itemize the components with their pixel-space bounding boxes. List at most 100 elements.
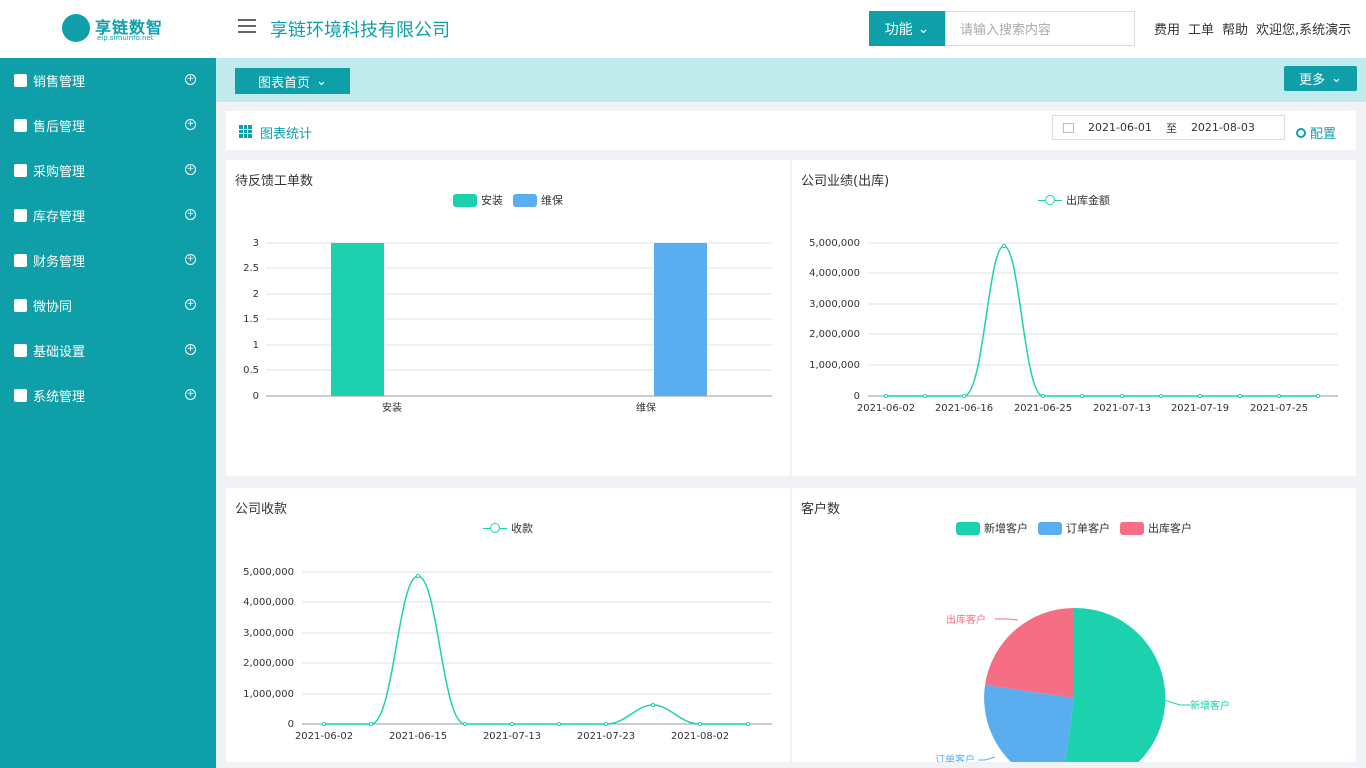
chevron-down-icon: ⌄ [917,20,930,37]
x-tick: 2021-06-02 [857,403,915,414]
grid-icon [14,389,27,402]
config-button[interactable]: 配置 [1296,123,1336,142]
expand-icon[interactable]: + [185,119,196,130]
more-label: 更多 [1299,73,1326,88]
chart-home-tab[interactable]: 图表首页 ⌄ [235,68,350,94]
logo-house-icon [62,14,90,42]
x-tick: 维保 [636,401,656,414]
slice-label: 订单客户 [935,753,975,762]
logo-subtitle: eip.simuinfo.net [97,34,154,42]
date-from[interactable]: 2021-06-01 [1088,121,1152,134]
data-point[interactable] [745,721,751,727]
legend-item-order-customers[interactable]: 订单客户 [1038,520,1110,536]
sidebar-item-label: 系统管理 [33,390,86,405]
data-point[interactable] [321,721,327,727]
sidebar-item-system[interactable]: 系统管理 + [0,373,216,418]
data-point[interactable] [556,721,562,727]
workorders-card: 待反馈工单数 安装 维保 3 2.5 2 1.5 1 0.5 0 安装 维保 [226,160,790,476]
x-tick: 2021-07-13 [483,731,541,742]
legend-item-outbound-customers[interactable]: 出库客户 [1120,520,1192,536]
expand-icon[interactable]: + [185,74,196,85]
data-point[interactable] [1001,243,1007,249]
data-point[interactable] [603,721,609,727]
welcome-user[interactable]: 欢迎您,系统演示 [1256,23,1352,38]
expand-icon[interactable]: + [185,254,196,265]
chevron-down-icon: ⌄ [316,73,327,89]
function-dropdown-button[interactable]: 功能 ⌄ [869,11,945,46]
data-point[interactable] [650,702,656,708]
y-tick: 2.5 [243,263,259,274]
data-point[interactable] [1315,393,1321,399]
date-range-picker[interactable]: 2021-06-01 至 2021-08-03 [1052,115,1285,140]
chart-title: 公司业绩(出库) [801,174,890,189]
customers-pie-chart: 新增客户 订单客户 出库客户 [935,607,1230,762]
legend-label: 收款 [511,522,533,535]
bar-maintenance[interactable] [654,243,707,396]
link-fees[interactable]: 费用 [1154,23,1181,38]
data-point[interactable] [697,721,703,727]
data-point[interactable] [961,393,967,399]
sidebar-item-aftersales[interactable]: 售后管理 + [0,103,216,148]
expand-icon[interactable]: + [185,389,196,400]
sidebar-item-inventory[interactable]: 库存管理 + [0,193,216,238]
sidebar-item-purchase[interactable]: 采购管理 + [0,148,216,193]
legend-swatch [1038,521,1062,535]
data-point[interactable] [1079,393,1085,399]
data-point[interactable] [922,393,928,399]
data-point[interactable] [509,721,515,727]
slice-outbound-customers[interactable] [985,608,1074,698]
legend-item-new-customers[interactable]: 新增客户 [956,520,1028,536]
expand-icon[interactable]: + [185,209,196,220]
link-help[interactable]: 帮助 [1222,23,1249,38]
x-tick: 2021-07-19 [1171,403,1229,414]
sidebar-item-label: 采购管理 [33,165,86,180]
y-tick: 2,000,000 [809,329,860,340]
logo[interactable]: 享链数智 eip.simuinfo.net [0,0,216,58]
y-tick: 0 [253,391,259,402]
data-point[interactable] [1237,393,1243,399]
data-point[interactable] [1197,393,1203,399]
bar-install[interactable] [331,243,384,396]
sidebar-item-collab[interactable]: 微协同 + [0,283,216,328]
date-to[interactable]: 2021-08-03 [1190,121,1255,134]
top-header: 享链数智 eip.simuinfo.net 享链环境科技有限公司 功能 ⌄ 请输… [0,0,1366,58]
warehouse-icon [14,209,27,222]
x-tick: 2021-08-02 [671,731,729,742]
y-tick: 5,000,000 [243,567,294,578]
expand-icon[interactable]: + [185,164,196,175]
chart-title: 待反馈工单数 [235,174,314,189]
menu-toggle-icon[interactable] [238,19,256,33]
sidebar-item-label: 财务管理 [33,255,86,270]
sidebar: 销售管理 + 售后管理 + 采购管理 + 库存管理 + 财务管理 + 微协同 + 基础设置 +… [0,58,216,768]
legend-item-receipts[interactable]: 收款 [483,520,533,536]
data-point[interactable] [415,573,421,579]
chart-legend: 出库金额 [792,192,1356,208]
expand-icon[interactable]: + [185,344,196,355]
data-point[interactable] [1158,393,1164,399]
sidebar-item-settings[interactable]: 基础设置 + [0,328,216,373]
sidebar-item-label: 库存管理 [33,210,86,225]
legend-item-outbound-amount[interactable]: 出库金额 [1038,192,1110,208]
link-workorders[interactable]: 工单 [1188,23,1215,38]
data-point[interactable] [1276,393,1282,399]
slice-order-customers[interactable] [984,685,1074,762]
data-point[interactable] [1040,393,1046,399]
legend-item-maintenance[interactable]: 维保 [513,192,563,208]
search-input[interactable]: 请输入搜索内容 [945,11,1135,46]
data-point[interactable] [1119,393,1125,399]
legend-swatch [513,193,537,207]
more-button[interactable]: 更多 ⌄ [1284,66,1357,91]
chart-home-label: 图表首页 [258,75,311,91]
data-point[interactable] [368,721,374,727]
x-tick: 2021-06-15 [389,731,447,742]
sidebar-item-sales[interactable]: 销售管理 + [0,58,216,103]
yuan-icon [14,254,27,267]
y-tick: 0.5 [243,365,259,376]
expand-icon[interactable]: + [185,299,196,310]
logo-title: 享链数智 [95,18,164,37]
data-point[interactable] [883,393,889,399]
data-point[interactable] [462,721,468,727]
legend-item-install[interactable]: 安装 [453,192,503,208]
sidebar-item-finance[interactable]: 财务管理 + [0,238,216,283]
slice-new-customers[interactable] [1062,607,1166,762]
